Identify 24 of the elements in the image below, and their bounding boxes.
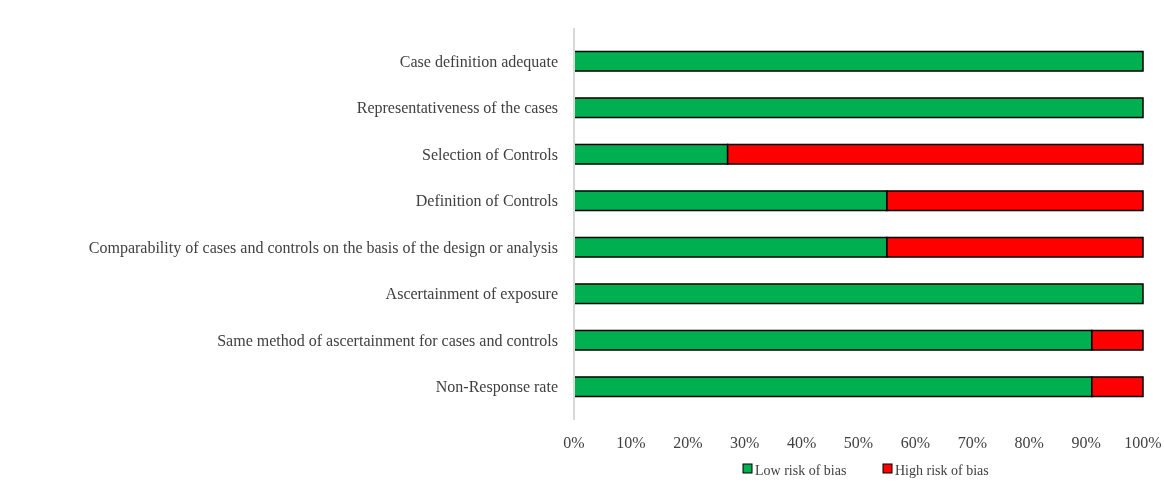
bar: [573, 50, 1144, 72]
x-tick-label: 60%: [900, 434, 931, 451]
x-tick-label: 0%: [563, 434, 585, 451]
x-tick-label: 20%: [673, 434, 703, 451]
y-tick-label: Same method of ascertainment for cases and controls: [217, 331, 558, 349]
y-tick-label: Representativeness of the cases: [356, 99, 558, 118]
bar: [573, 283, 1144, 305]
x-tick-label: 80%: [1014, 434, 1044, 451]
y-tick-label: Ascertainment of exposure: [385, 285, 558, 304]
legend-label: Low risk of bias: [755, 462, 847, 478]
bar: [573, 97, 1144, 119]
y-tick-label: Definition of Controls: [415, 192, 558, 210]
legend-label: High risk of bias: [895, 462, 989, 478]
y-tick-label: Selection of Controls: [422, 145, 558, 163]
x-tick-label: 100%: [1124, 434, 1162, 451]
y-tick-label: Non-Response rate: [435, 378, 558, 397]
x-tick-label: 70%: [957, 434, 987, 451]
x-tick-label: 50%: [843, 434, 874, 451]
y-tick-label: Comparability of cases and controls on the basis of the design or analysis: [88, 238, 558, 257]
x-tick-label: 40%: [786, 434, 817, 451]
x-tick-label: 30%: [730, 434, 760, 451]
y-tick-label: Case definition adequate: [399, 52, 558, 71]
x-tick-label: 90%: [1071, 434, 1101, 451]
x-tick-label: 10%: [616, 434, 646, 451]
